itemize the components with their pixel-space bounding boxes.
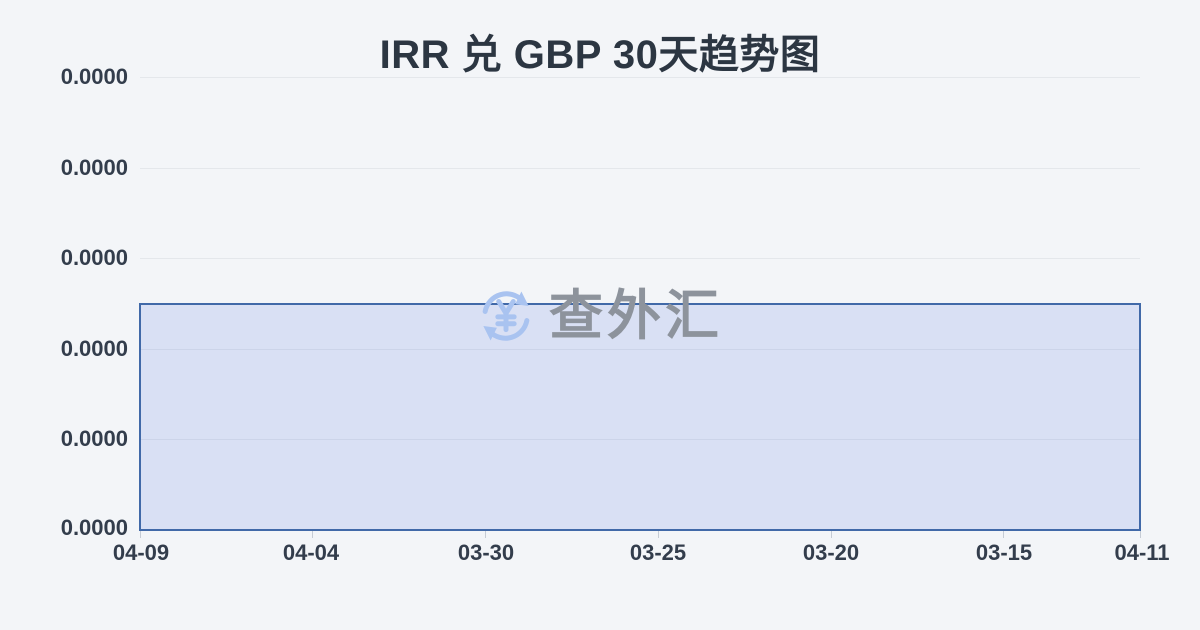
- axis-tick: [658, 531, 659, 538]
- gridline: [141, 349, 1139, 350]
- axis-tick: [485, 531, 486, 538]
- y-tick-label: 0.0000: [60, 515, 128, 540]
- area-series: [139, 303, 1141, 531]
- x-tick-label: 03-20: [802, 540, 860, 565]
- chart-title: IRR 兑 GBP 30天趋势图: [379, 33, 821, 77]
- y-tick-label: 0.0000: [60, 426, 128, 451]
- x-tick-label: 03-25: [629, 540, 687, 565]
- y-tick-label: 0.0000: [60, 336, 128, 361]
- x-tick-label: 03-15: [975, 540, 1033, 565]
- gridline: [140, 258, 1140, 259]
- gridline: [140, 168, 1140, 169]
- y-tick-label: 0.0000: [60, 64, 128, 89]
- x-tick-label: 04-09: [112, 540, 170, 565]
- y-tick-label: 0.0000: [60, 155, 128, 180]
- x-tick-label: 04-11: [1114, 540, 1170, 565]
- axis-tick: [1140, 531, 1141, 538]
- gridline: [140, 77, 1140, 78]
- gridline: [141, 439, 1139, 440]
- x-tick-label: 03-30: [457, 540, 515, 565]
- axis-tick: [831, 531, 832, 538]
- y-tick-label: 0.0000: [60, 245, 128, 270]
- axis-tick: [1003, 531, 1004, 538]
- x-tick-label: 04-04: [282, 540, 340, 565]
- axis-tick: [140, 531, 141, 538]
- axis-tick: [312, 531, 313, 538]
